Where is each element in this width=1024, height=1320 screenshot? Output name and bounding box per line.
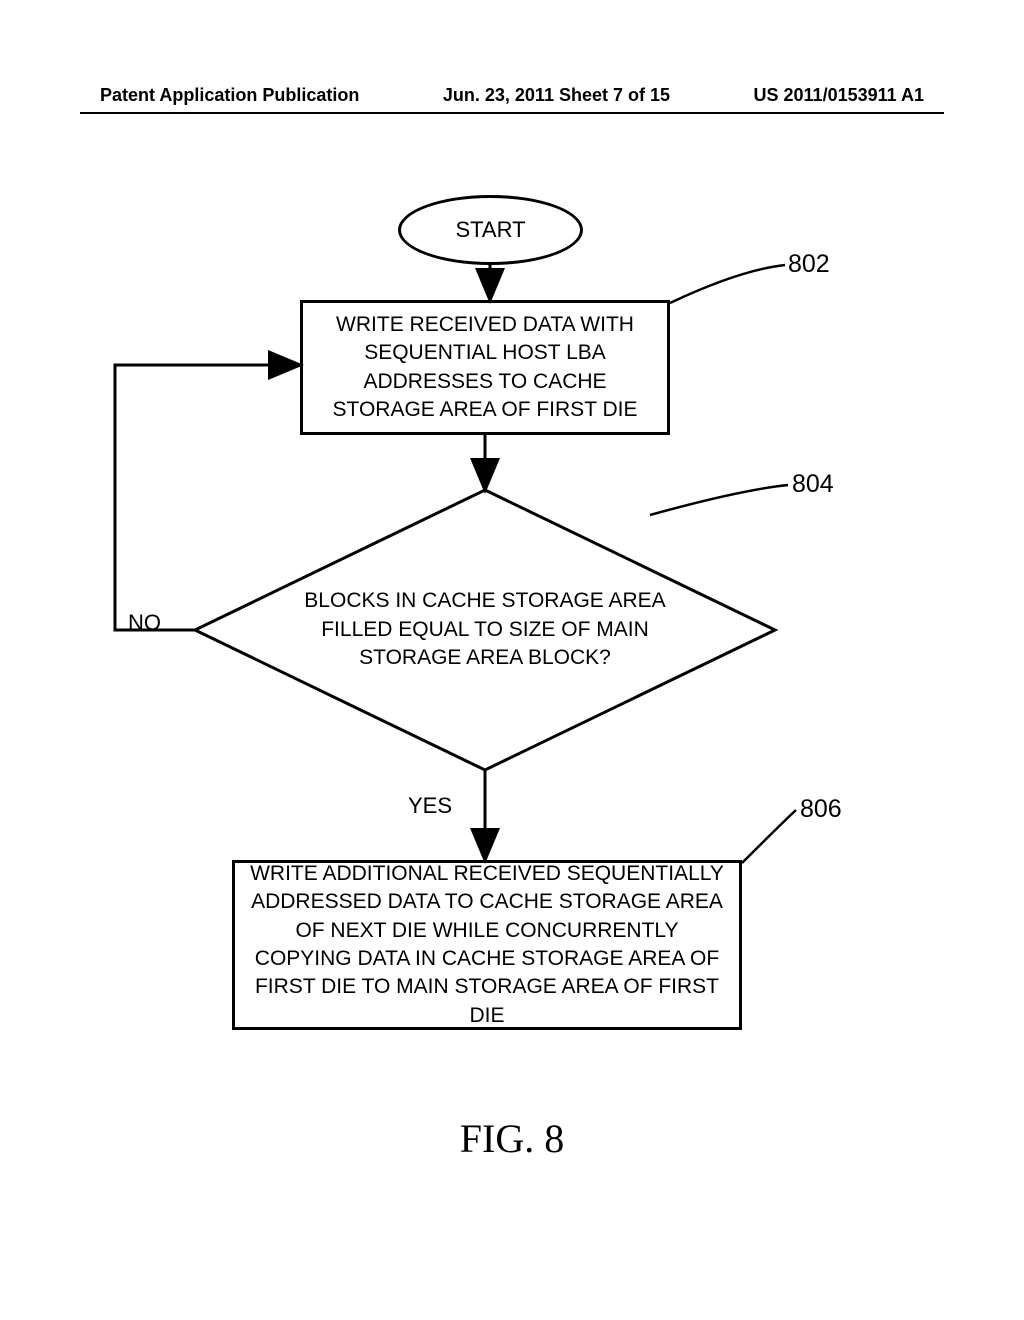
connectors [0, 195, 1024, 1095]
page-header: Patent Application Publication Jun. 23, … [0, 85, 1024, 106]
header-center: Jun. 23, 2011 Sheet 7 of 15 [443, 85, 670, 106]
figure-caption: FIG. 8 [0, 1115, 1024, 1162]
flowchart: START WRITE RECEIVED DATA WITH SEQUENTIA… [0, 195, 1024, 1095]
header-right: US 2011/0153911 A1 [754, 85, 924, 106]
header-left: Patent Application Publication [100, 85, 359, 106]
header-divider [80, 112, 944, 114]
